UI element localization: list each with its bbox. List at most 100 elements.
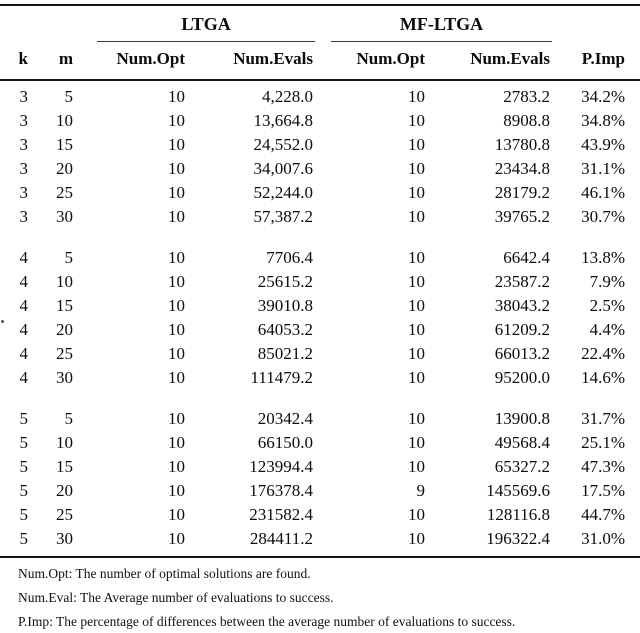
table-cell: 46.1% [581, 183, 626, 202]
table-cell: 23587.2 [494, 272, 551, 291]
table-cell: 10 [168, 296, 185, 315]
table-row: 4 5 10 7706.4 10 6642.4 13.8% [0, 229, 640, 270]
table-cell: 284411.2 [249, 529, 314, 548]
table-cell: 10 [408, 433, 426, 452]
table-cell: 25 [56, 505, 73, 524]
table-cell: 34.2% [581, 87, 626, 106]
table-cell: 25615.2 [257, 272, 314, 291]
table-cell: 10 [408, 296, 426, 315]
table-row: 5 20 10 176378.4 9 145569.6 17.5% [0, 479, 640, 503]
table-cell: 2.5% [589, 296, 626, 315]
table-cell: 10 [408, 344, 426, 363]
table-cell: 5 [19, 433, 29, 452]
table-cell: 123994.4 [249, 457, 314, 476]
table-header: LTGA MF-LTGA k m Num.Opt Num.Evals Num.O… [0, 5, 640, 81]
table-cell: 64053.2 [257, 320, 314, 339]
table-cell: 39010.8 [257, 296, 314, 315]
table-cell: 25 [56, 183, 73, 202]
table-cell: 196322.4 [486, 529, 551, 548]
table-cell: 15 [56, 296, 73, 315]
table-cell: 30 [56, 207, 73, 226]
table-cell: 6642.4 [503, 248, 551, 267]
column-header-numevals-mfltga: Num.Evals [427, 42, 553, 81]
spacer-cell [0, 5, 38, 42]
table-cell: 5 [64, 409, 74, 428]
table-cell: 23434.8 [494, 159, 551, 178]
table-cell: 10 [168, 481, 185, 500]
table-cell: 4 [19, 248, 29, 267]
table-cell: 10 [408, 409, 426, 428]
table-cell: 13,664.8 [253, 111, 314, 130]
table-cell: 10 [408, 457, 426, 476]
table-cell: 231582.4 [249, 505, 314, 524]
table-cell: 4 [19, 320, 29, 339]
table-cell: 4 [19, 368, 29, 387]
table-cell: 3 [19, 111, 29, 130]
table-cell: 34,007.6 [253, 159, 314, 178]
table-cell: 10 [168, 529, 185, 548]
table-cell: 4.4% [589, 320, 626, 339]
table-row: 3 10 10 13,664.8 10 8908.8 34.8% [0, 109, 640, 133]
table-row: 4 25 10 85021.2 10 66013.2 22.4% [0, 342, 640, 366]
table-cell: 10 [408, 159, 426, 178]
table-cell: 65327.2 [494, 457, 551, 476]
table-cell: 9 [416, 481, 426, 500]
table-cell: 47.3% [581, 457, 626, 476]
footnote-numeval: Num.Eval: The Average number of evaluati… [18, 590, 334, 605]
table-cell: 10 [408, 505, 426, 524]
table-cell: 2783.2 [503, 87, 551, 106]
table-cell: 10 [168, 344, 185, 363]
table-cell: 10 [408, 111, 426, 130]
table-row: 4 15 10 39010.8 10 38043.2 2.5% [0, 294, 640, 318]
footnote-numopt: Num.Opt: The number of optimal solutions… [18, 566, 311, 581]
table-cell: 25.1% [581, 433, 626, 452]
table-cell: 44.7% [581, 505, 626, 524]
table-cell: 10 [408, 320, 426, 339]
table-cell: 49568.4 [494, 433, 551, 452]
table-cell: 7.9% [589, 272, 626, 291]
results-table: LTGA MF-LTGA k m Num.Opt Num.Evals Num.O… [0, 4, 640, 558]
table-cell: 43.9% [581, 135, 626, 154]
table-cell: 95200.0 [494, 368, 551, 387]
spacer-cell [38, 5, 75, 42]
table-row: 4 10 10 25615.2 10 23587.2 7.9% [0, 270, 640, 294]
table-cell: 66150.0 [257, 433, 314, 452]
table-cell: 10 [168, 207, 185, 226]
group-header-mfltga-label: MF-LTGA [331, 12, 553, 42]
table-cell: 24,552.0 [253, 135, 314, 154]
group-header-ltga: LTGA [75, 5, 316, 42]
table-cell: 20 [56, 159, 73, 178]
table-cell: 10 [168, 87, 185, 106]
table-cell: 13780.8 [494, 135, 551, 154]
table-cell: 52,244.0 [253, 183, 314, 202]
table-cell: 10 [408, 135, 426, 154]
table-cell: 10 [168, 368, 185, 387]
table-row: 3 30 10 57,387.2 10 39765.2 30.7% [0, 205, 640, 229]
table-cell: 66013.2 [494, 344, 551, 363]
table-cell: 10 [408, 368, 426, 387]
table-cell: 5 [19, 409, 29, 428]
table-cell: 5 [64, 248, 74, 267]
table-cell: 176378.4 [249, 481, 314, 500]
table-row: 5 15 10 123994.4 10 65327.2 47.3% [0, 455, 640, 479]
table-cell: 61209.2 [494, 320, 551, 339]
table-cell: 10 [408, 272, 426, 291]
table-cell: 31.7% [581, 409, 626, 428]
column-header-m: m [38, 42, 75, 81]
table-cell: 10 [168, 135, 185, 154]
column-header-k: k [0, 42, 38, 81]
table-cell: 10 [168, 272, 185, 291]
table-cell: 14.6% [581, 368, 626, 387]
spacer-cell [552, 5, 640, 42]
table-row: 5 30 10 284411.2 10 196322.4 31.0% [0, 527, 640, 557]
table-cell: 34.8% [581, 111, 626, 130]
table-row: 3 15 10 24,552.0 10 13780.8 43.9% [0, 133, 640, 157]
table-cell: 10 [168, 505, 185, 524]
table-cell: 10 [56, 111, 73, 130]
table-body: 3 5 10 4,228.0 10 2783.2 34.2% 3 10 10 13,664.8 10 8… [0, 80, 640, 557]
table-cell: 8908.8 [503, 111, 551, 130]
table-cell: 4 [19, 272, 29, 291]
group-header-mfltga: MF-LTGA [315, 5, 553, 42]
stray-mark [1, 320, 4, 323]
table-cell: 128116.8 [486, 505, 551, 524]
